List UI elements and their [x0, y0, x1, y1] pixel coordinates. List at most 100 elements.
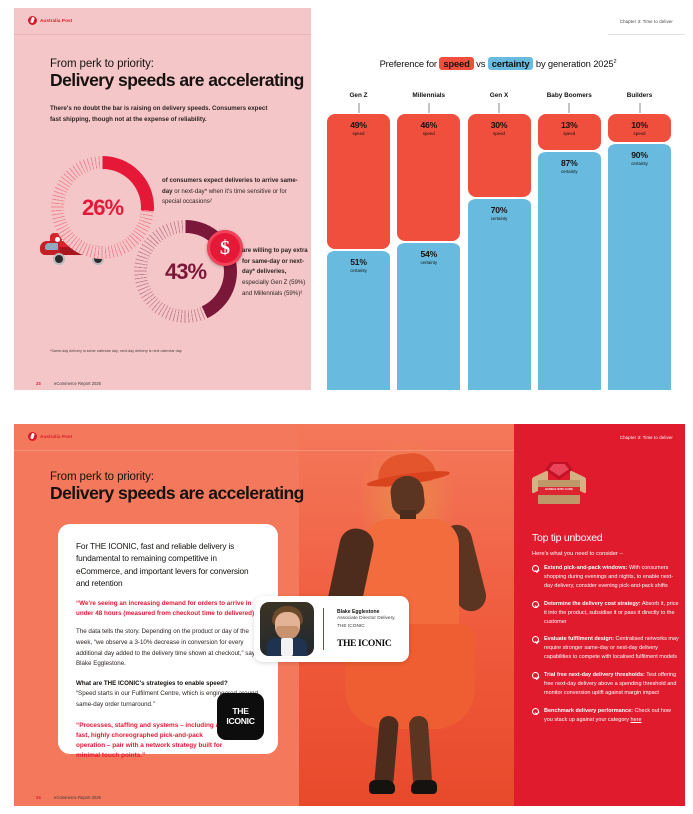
stat-43-description: are willing to pay extra for same-day or…	[242, 246, 314, 299]
chart-legend-certainty: certainty	[487, 57, 534, 70]
bar-category-label: Gen Z	[349, 92, 368, 99]
bar-value-speed: 13%	[560, 120, 578, 130]
van-wheel-front	[53, 253, 65, 265]
bar-value-speed: 46%	[420, 120, 438, 130]
bar-stack: 30% speed 70% certainty	[467, 114, 531, 390]
bar-category-label: Millennials	[412, 92, 446, 99]
bar-value-certainty: 70%	[490, 204, 508, 215]
bar-key-speed: speed	[352, 131, 365, 136]
page-1-headline: Delivery speeds are accelerating	[50, 70, 304, 90]
page-1-number: 23	[36, 381, 41, 386]
bar-value-certainty: 54%	[420, 248, 438, 259]
tip-list: Extend pick-and-pack windows: With consu…	[532, 564, 680, 734]
person-card-divider	[323, 608, 324, 650]
australia-post-logo-text: Australia Post	[40, 18, 73, 23]
australia-post-logo-page2: Australia Post	[28, 432, 72, 441]
bar-category-label: Builders	[626, 92, 653, 99]
bar-category-label: Baby Boomers	[546, 92, 592, 99]
person-card-info: Blake Egglestone Associate Director Deli…	[331, 609, 403, 649]
header-divider	[14, 34, 311, 35]
model-shoe-left	[369, 780, 395, 794]
bar-segment-certainty: 87% certainty	[537, 149, 601, 390]
tip-item-heading: Trial free next-day delivery thresholds:	[544, 672, 645, 679]
bar-stack: 49% speed 51% certainty	[327, 114, 390, 390]
avatar-beard	[276, 626, 299, 639]
tip-list-item: Evaluate fulfilment design: Centralised …	[532, 635, 680, 662]
stat-26-description: of consumers expect deliveries to arrive…	[162, 176, 300, 208]
bar-segment-certainty: 90% certainty	[608, 141, 671, 390]
tip-title: Top tip unboxed	[532, 532, 603, 544]
tip-item-heading: Evaluate fulfilment design:	[544, 636, 614, 643]
bar-leader-line	[568, 103, 570, 113]
tip-item-text: Benchmark delivery performance: Check ou…	[544, 707, 671, 723]
page-1-chapter-label: Chapter 3: Time to deliver	[619, 19, 673, 24]
bar-key-speed: speed	[422, 131, 435, 136]
gift-box-icon: HANDLE WITH CARE	[532, 462, 586, 510]
page-1: Australia Post From perk to priority: De…	[14, 8, 685, 390]
page-2-report-label: eCommerce Report 2025	[54, 795, 102, 800]
van-window	[45, 243, 58, 250]
page-1-left-panel: Australia Post From perk to priority: De…	[14, 8, 311, 390]
bar-column-gen-z: Gen Z 49% speed 51% certainty	[327, 92, 390, 390]
page-2-chapter-label: Chapter 3: Time to deliver	[619, 435, 673, 440]
bar-column-baby-boomers: Baby Boomers 13% speed 87% certainty	[537, 92, 601, 390]
stat-26-bold: of consumers expect deliveries to arrive…	[162, 177, 298, 195]
tip-list-item: Extend pick-and-pack windows: With consu…	[532, 564, 680, 591]
tip-list-item: Benchmark delivery performance: Check ou…	[532, 707, 680, 725]
bar-stack: 10% speed 90% certainty	[608, 114, 671, 390]
page-1-body-text: There's no doubt the bar is raising on d…	[50, 105, 268, 124]
bar-segment-certainty: 54% certainty	[397, 240, 461, 390]
card-lead-text: For THE ICONIC, fast and reliable delive…	[76, 541, 249, 589]
check-circle-icon	[532, 565, 539, 572]
bar-segment-speed: 13% speed	[537, 114, 601, 150]
card-answer-text: “Speed starts in our Fulfilment Centre, …	[76, 690, 258, 709]
page-2-header-divider	[14, 450, 514, 451]
tip-item-text: Evaluate fulfilment design: Centralised …	[544, 636, 679, 661]
bar-key-certainty: certainty	[560, 168, 578, 174]
bar-value-certainty: 51%	[350, 257, 367, 268]
bar-stack: 46% speed 54% certainty	[397, 114, 461, 390]
card-question-heading: What are THE ICONIC's strategies to enab…	[76, 679, 228, 687]
benchmark-link[interactable]: here	[630, 716, 642, 723]
tip-item-heading: Benchmark delivery performance:	[544, 707, 633, 714]
the-iconic-logo: THE ICONIC	[217, 693, 264, 740]
bar-segment-speed: 49% speed	[327, 114, 390, 250]
tip-item-text: Trial free next-day delivery thresholds:…	[544, 672, 677, 696]
bar-column-millennials: Millennials 46% speed 54% certainty	[397, 92, 461, 390]
bar-value-speed: 10%	[631, 120, 648, 130]
bar-leader-line	[428, 103, 430, 113]
donut-chart-26: 26%	[51, 156, 154, 259]
bar-key-certainty: certainty	[631, 160, 648, 166]
australia-post-mark-icon	[28, 16, 37, 25]
bar-stack: 13% speed 87% certainty	[537, 114, 601, 390]
donut-26-value: 26%	[81, 194, 124, 220]
page-2-kicker: From perk to priority:	[50, 471, 154, 483]
tip-list-item: Determine the delivery cost strategy: Ab…	[532, 600, 680, 627]
bar-key-certainty: certainty	[420, 259, 438, 265]
check-circle-icon	[532, 707, 539, 715]
page-1-footnote: *Same-day delivery is same calendar day;…	[50, 349, 183, 353]
chart-title: Preference for speed vs certainty by gen…	[311, 57, 685, 70]
bar-column-gen-x: Gen X 30% speed 70% certainty	[467, 92, 531, 390]
australia-post-logo-text: Australia Post	[40, 434, 73, 439]
chart-title-prefix: Preference for	[379, 58, 440, 69]
bar-column-builders: Builders 10% speed 90% certainty	[608, 92, 671, 390]
bar-segment-certainty: 51% certainty	[327, 249, 390, 390]
chart-legend-speed: speed	[439, 57, 474, 70]
person-role-line2: THE ICONIC	[337, 624, 365, 629]
bar-key-speed: speed	[563, 131, 576, 136]
chart-title-superscript: 2	[613, 58, 617, 65]
van-logo-mark	[55, 237, 60, 242]
chart-title-vs: vs	[473, 58, 488, 69]
card-quote-2: “Processes, staffing and systems – inclu…	[76, 721, 223, 760]
tip-subtitle: Here's what you need to consider –	[532, 551, 623, 557]
person-role-line1: Associate Director Delivery,	[337, 616, 396, 622]
stat-43-rest: especially Gen Z (59%) and Millennials (…	[242, 278, 306, 297]
the-iconic-logo-line1: THE	[232, 705, 249, 716]
check-circle-icon	[532, 600, 539, 608]
case-study-card: For THE ICONIC, fast and reliable delive…	[58, 524, 278, 759]
bar-segment-certainty: 70% certainty	[467, 196, 531, 390]
check-circle-icon	[532, 672, 539, 680]
bar-key-speed: speed	[493, 131, 505, 136]
